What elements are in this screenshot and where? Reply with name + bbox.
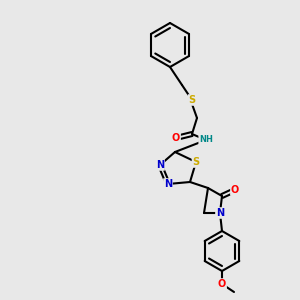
Text: O: O — [172, 133, 180, 143]
Text: O: O — [218, 279, 226, 289]
Text: S: S — [188, 95, 196, 105]
Text: N: N — [156, 160, 164, 170]
Text: N: N — [216, 208, 224, 218]
Text: O: O — [231, 185, 239, 195]
Text: NH: NH — [199, 136, 213, 145]
Text: S: S — [192, 157, 200, 167]
Text: N: N — [164, 179, 172, 189]
